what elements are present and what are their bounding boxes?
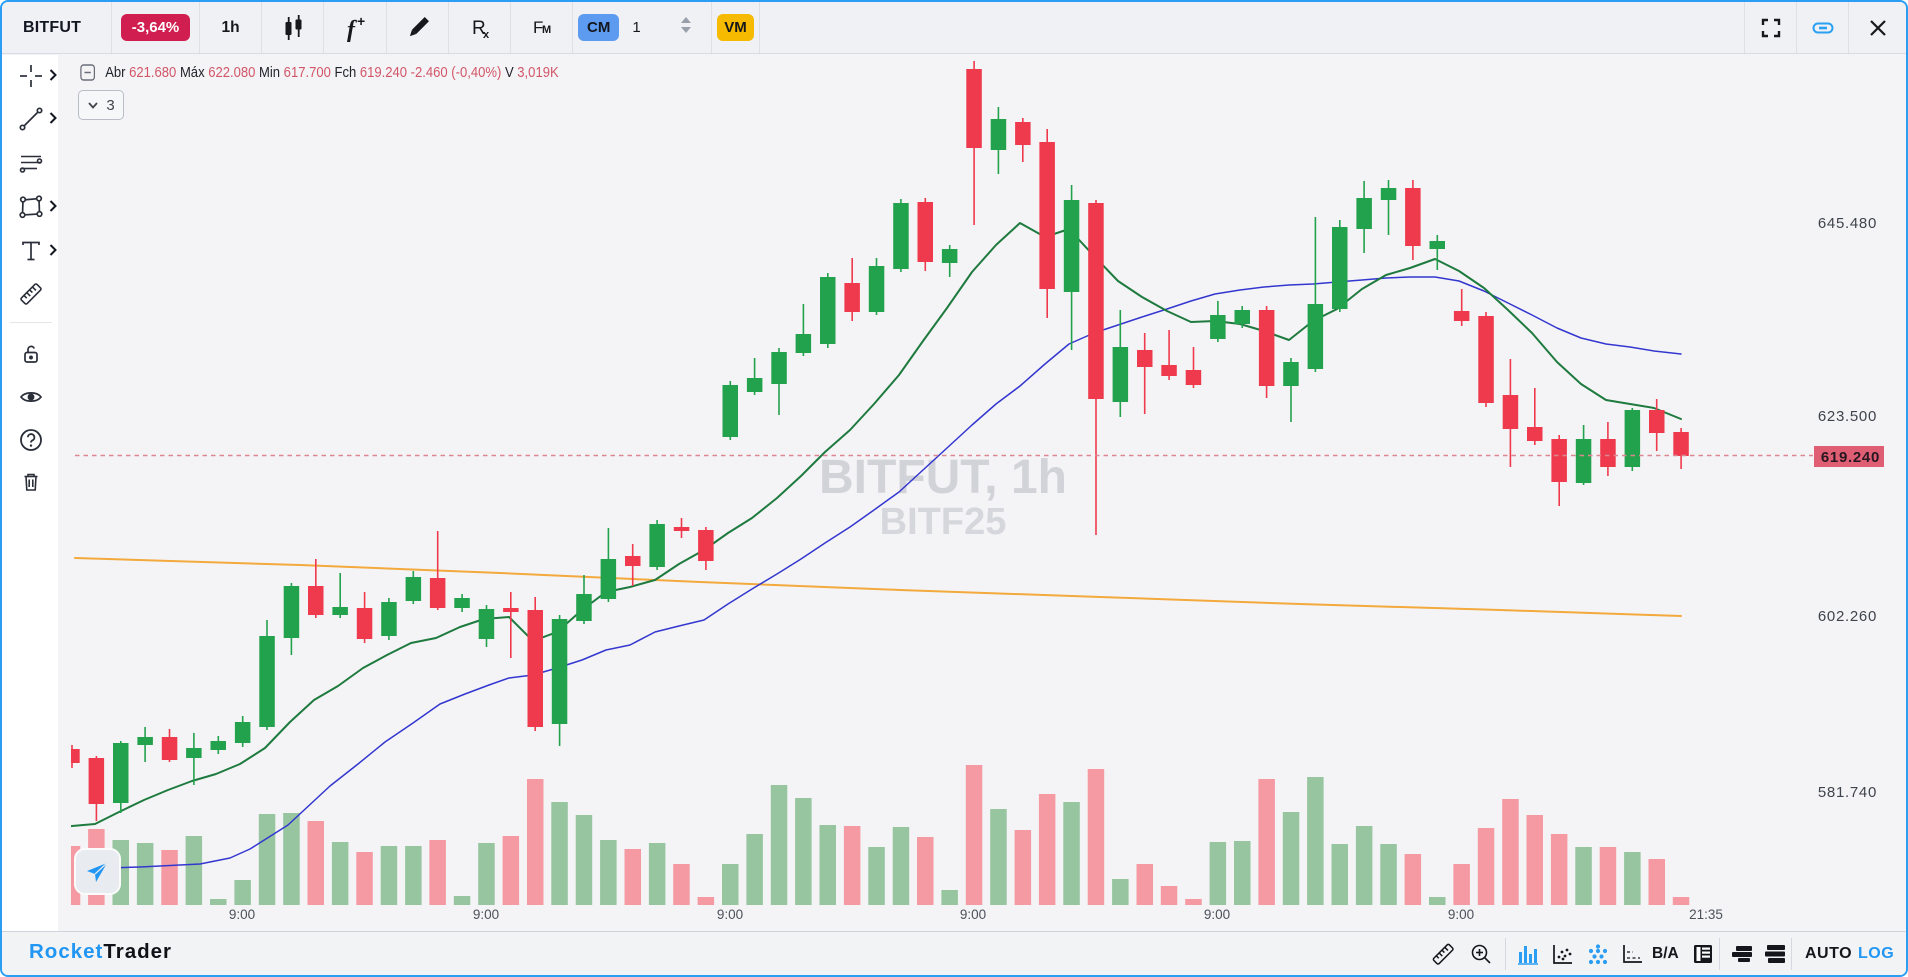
svg-text:9:00: 9:00 <box>473 907 499 922</box>
svg-text:x: x <box>483 29 490 41</box>
svg-text:602.260: 602.260 <box>1818 608 1877 625</box>
svg-text:645.480: 645.480 <box>1818 215 1877 232</box>
svg-text:623.500: 623.500 <box>1818 408 1877 425</box>
svg-text:9:00: 9:00 <box>229 907 255 922</box>
svg-text:9:00: 9:00 <box>717 907 743 922</box>
svg-text:9:00: 9:00 <box>960 907 986 922</box>
svg-text:9:00: 9:00 <box>1204 907 1230 922</box>
svg-text:+: + <box>357 13 365 29</box>
svg-text:9:00: 9:00 <box>1448 907 1474 922</box>
svg-text:f: f <box>347 17 357 43</box>
svg-text:21:35: 21:35 <box>1689 907 1723 922</box>
svg-text:M: M <box>542 24 551 36</box>
svg-text:BITF25: BITF25 <box>880 501 1007 543</box>
svg-text:R: R <box>472 18 486 39</box>
svg-text:F: F <box>533 18 543 37</box>
svg-text:BITFUT, 1h: BITFUT, 1h <box>819 451 1067 504</box>
svg-text:619.240: 619.240 <box>1821 449 1880 466</box>
svg-text:581.740: 581.740 <box>1818 784 1877 801</box>
